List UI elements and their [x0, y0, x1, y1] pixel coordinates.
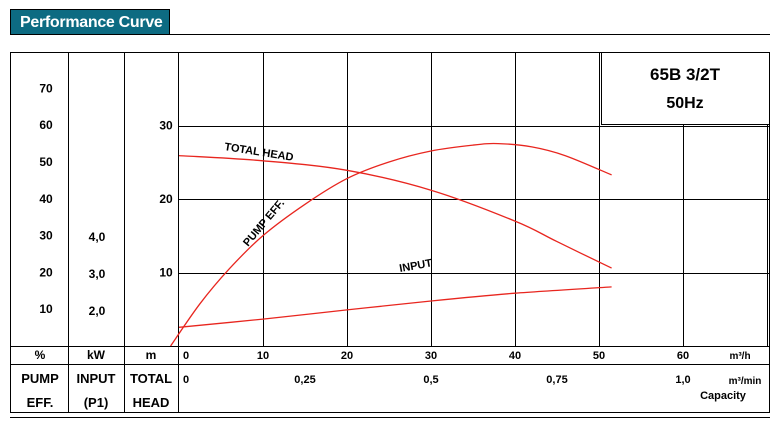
- x-tick-m3h: 0: [183, 350, 189, 362]
- pump-eff-tick: 60: [39, 118, 53, 132]
- head-tick: 30: [159, 119, 173, 133]
- pump-eff-tick: 20: [39, 265, 53, 279]
- pump-eff-tick: 30: [39, 229, 53, 243]
- chart-title: 65B 3/2T: [650, 65, 721, 84]
- pump-eff-tick: 70: [39, 81, 53, 95]
- header-tab-label: Performance Curve: [20, 14, 163, 31]
- pump-eff-tick: 40: [39, 192, 53, 206]
- curves: [170, 142, 612, 347]
- axis-names: PUMP EFF. INPUT (P1) TOTAL HEAD: [21, 371, 172, 410]
- x-tick-m3min: 0,75: [546, 374, 567, 386]
- x-tick-m3min: 0: [183, 374, 189, 386]
- header-tab: Performance Curve: [10, 9, 170, 35]
- x-tick-m3h: 50: [593, 350, 605, 362]
- axis-eff-label-2: EFF.: [27, 395, 54, 410]
- chart-subtitle: 50Hz: [666, 95, 703, 112]
- x-tick-m3h: 40: [509, 350, 521, 362]
- head-tick: 20: [159, 192, 173, 206]
- pump-eff-tick: 50: [39, 155, 53, 169]
- input-tick: 2,0: [89, 304, 106, 318]
- x-tick-m3min: 0,5: [423, 374, 438, 386]
- axis-input-label-2: (P1): [84, 395, 109, 410]
- x-ticks-m3min: 0 0,25 0,5 0,75 1,0: [183, 374, 691, 386]
- x-tick-m3min: 0,25: [294, 374, 315, 386]
- curve-labels: TOTAL HEAD PUMP EFF. INPUT: [224, 141, 434, 275]
- curve-input: [178, 286, 612, 328]
- chart-frame: [10, 52, 770, 413]
- x-unit-m3h: m³/h: [729, 351, 750, 362]
- axis-head-label-1: TOTAL: [130, 371, 172, 386]
- pump-eff-tick: 10: [39, 302, 53, 316]
- x-unit-m3min: m³/min: [729, 376, 762, 387]
- footer-rule: [10, 417, 770, 418]
- unit-m: m: [146, 348, 157, 362]
- curve-pump-eff: [170, 142, 612, 347]
- head-tick: 10: [159, 266, 173, 280]
- header-rule: [170, 34, 770, 35]
- axis-input-label-1: INPUT: [77, 371, 116, 386]
- unit-row: % kW m: [35, 348, 157, 362]
- input-ticks: 4,0 3,0 2,0: [89, 230, 106, 318]
- x-tick-m3min: 1,0: [675, 374, 690, 386]
- curve-total-head: [178, 154, 612, 269]
- x-capacity-label: Capacity: [700, 390, 747, 402]
- x-tick-m3h: 20: [341, 350, 353, 362]
- x-tick-m3h: 30: [425, 350, 437, 362]
- head-ticks: 30 20 10: [159, 119, 173, 280]
- axis-head-label-2: HEAD: [133, 395, 170, 410]
- label-pump-eff: PUMP EFF.: [241, 197, 287, 249]
- axis-eff-label-1: PUMP: [21, 371, 59, 386]
- x-tick-m3h: 60: [677, 350, 689, 362]
- input-tick: 4,0: [89, 230, 106, 244]
- unit-kw: kW: [87, 348, 106, 362]
- x-tick-m3h: 10: [257, 350, 269, 362]
- title-box: 65B 3/2T 50Hz: [601, 52, 770, 125]
- unit-pct: %: [35, 348, 46, 362]
- label-input: INPUT: [398, 257, 433, 275]
- input-tick: 3,0: [89, 267, 106, 281]
- x-ticks-m3h: 0 10 20 30 40 50 60: [183, 350, 689, 362]
- pump-eff-ticks: 70 60 50 40 30 20 10: [39, 81, 53, 316]
